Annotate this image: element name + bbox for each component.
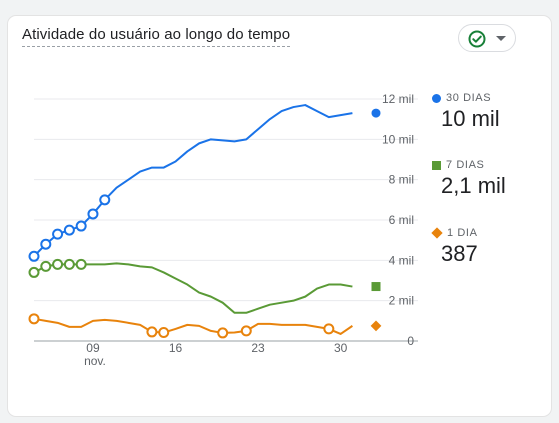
series-lines xyxy=(28,104,382,339)
x-tick-label: 23 xyxy=(251,341,265,355)
legend-value-7-dias: 2,1 mil xyxy=(441,173,506,198)
end-marker-square xyxy=(371,282,381,292)
legend-label-30-dias: 30 DIAS xyxy=(446,92,492,104)
data-point xyxy=(40,260,52,272)
data-point xyxy=(217,327,229,339)
series-line-1 xyxy=(33,262,353,314)
x-tick-sublabel: nov. xyxy=(84,354,106,368)
check-circle-icon xyxy=(468,30,486,48)
data-point xyxy=(323,323,335,335)
data-point xyxy=(63,224,75,236)
series-line-0 xyxy=(33,104,353,257)
y-axis-tick-labels: 0 2 mil 4 mil 6 mil 8 mil 10 mil 12 mil xyxy=(382,92,414,348)
y-tick-label: 6 mil xyxy=(389,213,414,227)
chart-gridlines xyxy=(34,98,418,342)
x-tick-label: 09 xyxy=(86,341,100,355)
y-tick-label: 12 mil xyxy=(382,92,414,106)
data-point xyxy=(75,220,87,232)
data-point xyxy=(28,250,40,262)
x-tick-label: 30 xyxy=(334,341,348,355)
legend-value-1-dia: 387 xyxy=(441,241,478,266)
y-tick-label: 10 mil xyxy=(382,132,414,146)
series-line-2 xyxy=(33,317,353,335)
data-point xyxy=(146,326,158,338)
legend-marker-30-dias xyxy=(432,93,441,103)
data-point xyxy=(158,327,170,339)
y-tick-label: 8 mil xyxy=(389,173,414,187)
data-point xyxy=(28,313,40,325)
legend-value-30-dias: 10 mil xyxy=(441,106,500,131)
legend-label-1-dia: 1 DIA xyxy=(447,227,478,239)
legend-label-7-dias: 7 DIAS xyxy=(446,159,485,171)
data-point xyxy=(87,208,99,220)
data-point xyxy=(52,228,64,240)
data-point xyxy=(40,238,52,250)
legend-item-30-dias[interactable]: 30 DIAS 10 mil xyxy=(432,92,500,132)
data-point xyxy=(52,258,64,270)
y-tick-label: 2 mil xyxy=(389,294,414,308)
data-point xyxy=(240,325,252,337)
card-title: Atividade do usuário ao longo do tempo xyxy=(22,26,291,47)
end-marker-diamond xyxy=(370,320,382,332)
legend-item-1-dia[interactable]: 1 DIA 387 xyxy=(431,227,478,267)
data-point xyxy=(63,258,75,270)
user-activity-card xyxy=(8,16,551,416)
status-dropdown-button[interactable] xyxy=(458,24,516,52)
y-tick-label: 4 mil xyxy=(389,253,414,267)
end-marker-circle xyxy=(371,108,381,118)
data-point xyxy=(99,194,111,206)
legend-marker-7-dias xyxy=(432,160,441,170)
legend-item-7-dias[interactable]: 7 DIAS 2,1 mil xyxy=(432,159,506,199)
y-tick-label: 0 xyxy=(407,334,414,348)
x-tick-label: 16 xyxy=(169,341,183,355)
legend-marker-1-dia xyxy=(431,227,443,239)
data-point xyxy=(28,266,40,278)
data-point xyxy=(75,258,87,270)
caret-down-icon xyxy=(496,36,506,41)
